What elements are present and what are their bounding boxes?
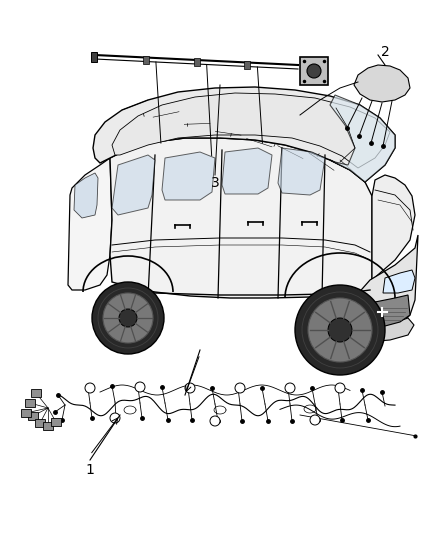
Polygon shape [244,61,250,69]
Polygon shape [28,412,38,420]
Circle shape [119,309,137,327]
Polygon shape [143,55,149,63]
Polygon shape [330,95,395,182]
Polygon shape [91,52,97,62]
Polygon shape [194,58,199,66]
Polygon shape [335,318,414,342]
Circle shape [210,416,220,426]
Text: 3: 3 [211,176,219,190]
Circle shape [235,383,245,393]
Polygon shape [35,419,45,427]
Polygon shape [112,93,390,168]
Polygon shape [43,422,53,430]
Polygon shape [372,175,415,280]
Circle shape [103,293,153,343]
Circle shape [85,383,95,393]
Polygon shape [300,57,328,85]
Circle shape [308,298,372,362]
Polygon shape [222,148,272,194]
Circle shape [310,415,320,425]
Polygon shape [355,295,410,326]
Polygon shape [31,389,41,397]
Circle shape [295,285,385,375]
Polygon shape [354,65,410,102]
Polygon shape [112,155,155,215]
Polygon shape [110,138,372,298]
Polygon shape [68,158,112,290]
Polygon shape [383,270,415,293]
Polygon shape [21,409,31,417]
Circle shape [185,383,195,393]
Polygon shape [278,148,325,195]
Circle shape [335,383,345,393]
Circle shape [92,282,164,354]
Polygon shape [51,418,61,426]
Polygon shape [93,87,395,182]
Circle shape [110,413,120,423]
Circle shape [328,318,352,342]
Polygon shape [340,235,418,330]
Polygon shape [74,173,98,218]
Text: 1: 1 [85,463,95,477]
Circle shape [135,382,145,392]
Polygon shape [25,399,35,407]
Circle shape [307,64,321,78]
Text: 2: 2 [381,45,389,59]
Circle shape [285,383,295,393]
Polygon shape [162,152,215,200]
